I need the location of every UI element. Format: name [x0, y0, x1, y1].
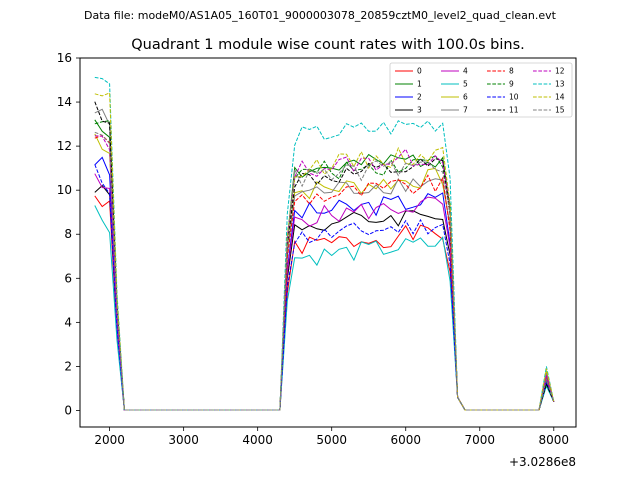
legend-label-9: 9	[509, 80, 514, 89]
legend-label-10: 10	[509, 93, 519, 102]
y-tick-label: 4	[64, 315, 72, 329]
legend-label-1: 1	[417, 80, 422, 89]
legend-label-8: 8	[509, 67, 514, 76]
x-tick-label: 4000	[242, 433, 273, 447]
x-tick-label: 5000	[316, 433, 347, 447]
legend-label-7: 7	[463, 106, 468, 115]
chart-title: Quadrant 1 module wise count rates with …	[131, 37, 525, 53]
x-tick-label: 7000	[464, 433, 495, 447]
y-tick-label: 16	[57, 51, 72, 65]
legend-label-11: 11	[509, 106, 519, 115]
y-tick-label: 10	[57, 183, 72, 197]
x-tick-label: 2000	[94, 433, 125, 447]
legend-label-4: 4	[463, 67, 468, 76]
figure-suptitle: Data file: modeM0/AS1A05_160T01_90000030…	[84, 9, 557, 22]
legend-label-2: 2	[417, 93, 422, 102]
y-tick-label: 0	[64, 403, 72, 417]
y-tick-label: 6	[64, 271, 72, 285]
legend-box	[389, 62, 573, 118]
legend-label-12: 12	[555, 67, 565, 76]
ticks-layer: 2000 3000 4000 5000 6000 7000 8000024681012141…	[57, 51, 569, 447]
legend-label-5: 5	[463, 80, 468, 89]
legend-label-6: 6	[463, 93, 468, 102]
legend-label-14: 14	[555, 93, 565, 102]
axes-frame	[79, 57, 577, 428]
x-tick-label: 6000	[390, 433, 421, 447]
legend-label-13: 13	[555, 80, 565, 89]
series-line-15	[94, 131, 555, 411]
legend-label-3: 3	[417, 106, 422, 115]
x-tick-label: 3000	[168, 433, 199, 447]
y-tick-label: 14	[57, 95, 72, 109]
legend-label-0: 0	[417, 67, 422, 76]
series-layer	[94, 76, 555, 411]
y-tick-label: 2	[64, 359, 72, 373]
legend-label-15: 15	[555, 106, 565, 115]
x-tick-label: 8000	[539, 433, 570, 447]
y-tick-label: 8	[64, 227, 72, 241]
y-tick-label: 12	[57, 139, 72, 153]
x-offset-label: +3.0286e8	[509, 455, 576, 469]
